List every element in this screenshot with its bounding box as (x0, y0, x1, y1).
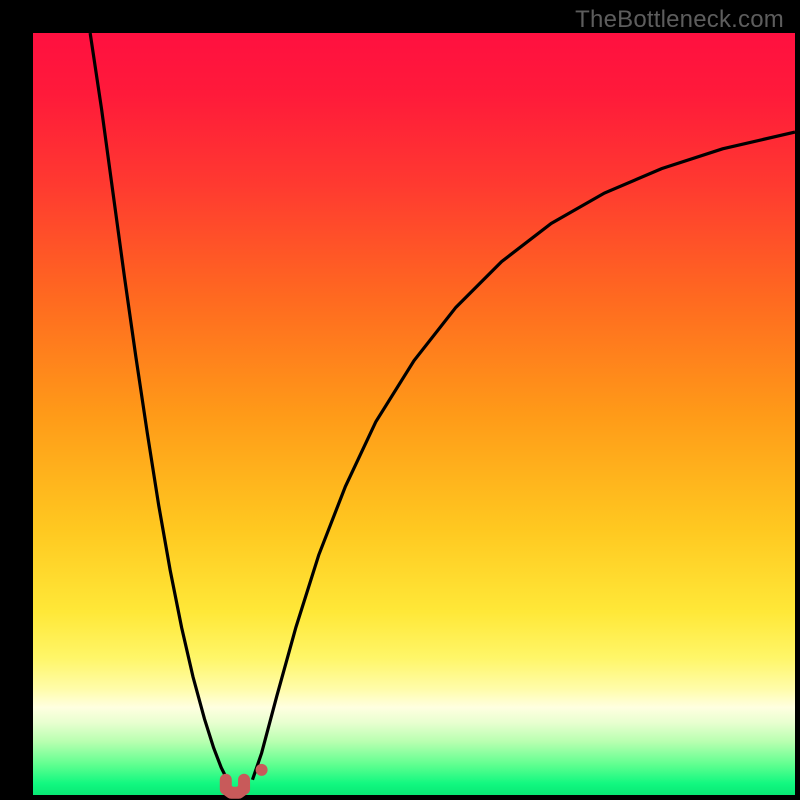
gradient-background (33, 33, 795, 795)
bottleneck-chart (0, 0, 800, 800)
marker-dot (256, 764, 268, 776)
watermark-text: TheBottleneck.com (575, 6, 784, 34)
